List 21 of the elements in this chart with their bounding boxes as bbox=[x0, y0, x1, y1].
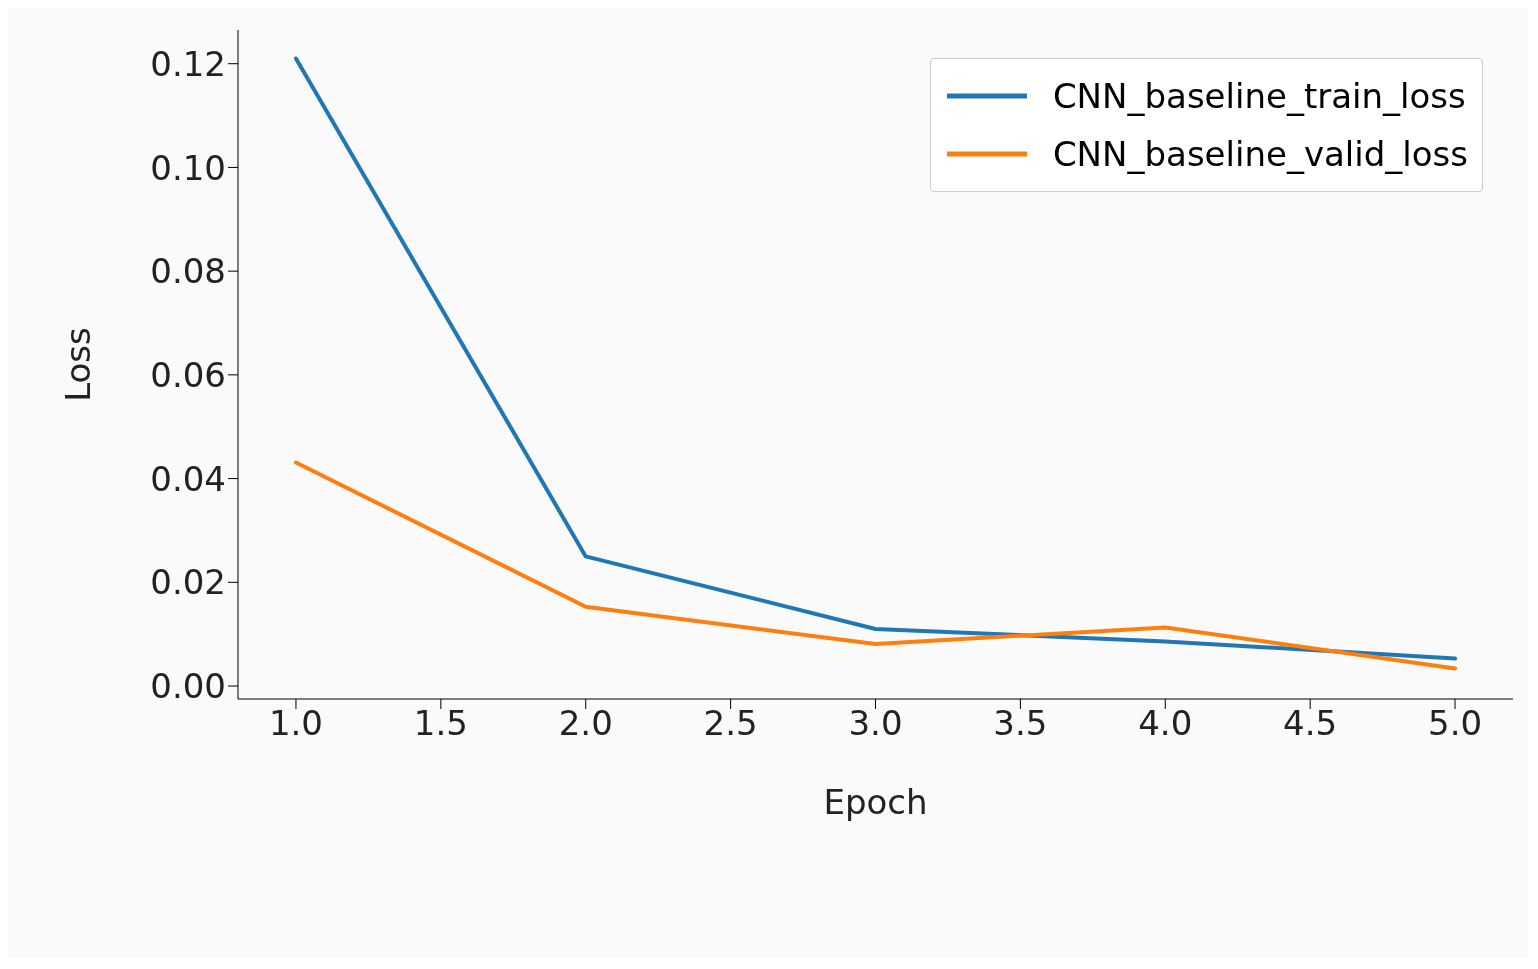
y-tick-label: 0.08 bbox=[150, 251, 226, 292]
y-tick-label: 0.02 bbox=[150, 562, 226, 603]
x-tick-label: 5.0 bbox=[1428, 703, 1483, 744]
y-tick-label: 0.04 bbox=[150, 458, 226, 499]
legend-label: CNN_baseline_valid_loss bbox=[1052, 133, 1468, 176]
x-tick-label: 3.0 bbox=[848, 703, 903, 744]
x-tick-label: 2.5 bbox=[703, 703, 758, 744]
x-tick-label: 3.5 bbox=[993, 703, 1048, 744]
y-axis-title: Loss bbox=[58, 327, 99, 402]
x-axis-title: Epoch bbox=[823, 782, 928, 822]
y-tick-label: 0.00 bbox=[150, 666, 226, 707]
x-tick-label: 4.5 bbox=[1283, 703, 1338, 744]
x-tick-label: 1.0 bbox=[268, 703, 323, 744]
y-tick-label: 0.12 bbox=[150, 43, 226, 84]
y-tick-label: 0.06 bbox=[150, 354, 226, 395]
line-series bbox=[293, 460, 1458, 671]
x-tick-label: 1.5 bbox=[413, 703, 468, 744]
y-tick-label: 0.10 bbox=[150, 147, 226, 188]
x-tick-label: 4.0 bbox=[1138, 703, 1193, 744]
x-tick-label: 2.0 bbox=[558, 703, 613, 744]
legend-label: CNN_baseline_train_loss bbox=[1052, 75, 1466, 118]
